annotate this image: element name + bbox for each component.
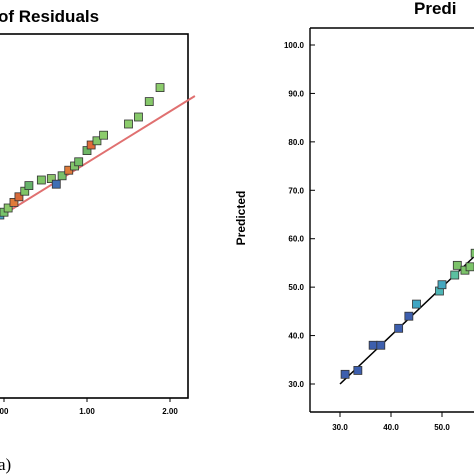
residuals-title: of Residuals [0,7,99,26]
residuals-x-axis: 00 1.00 2.00 [0,398,178,416]
predicted-y-tick-label: 100.0 [284,41,305,50]
residuals-panel: of Residuals 00 1.00 2.00 a) [0,7,196,474]
residual-point [134,112,143,122]
residual-point [155,83,165,92]
predicted-y-tick-label: 70.0 [288,186,304,195]
predicted-point [394,323,404,333]
residual-point [124,119,133,129]
predicted-point [412,299,421,309]
residuals-x-tick-label: 1.00 [79,407,95,416]
predicted-title: Predi [414,0,457,18]
residual-point [24,181,34,191]
residual-point [3,203,13,213]
predicted-point [450,270,460,280]
predicted-x-axis: 30.0 40.0 50.0 [332,412,450,432]
predicted-point [452,260,462,270]
predicted-point [376,340,386,350]
residual-point [36,175,46,185]
residual-point [14,192,24,202]
predicted-y-tick-label: 50.0 [288,283,304,292]
residual-point [92,136,102,146]
residual-point [57,171,67,181]
predicted-y-tick-label: 30.0 [288,380,304,389]
predicted-plot-area [339,248,474,385]
predicted-y-tick-label: 90.0 [288,89,304,98]
residuals-x-tick-label: 00 [0,407,9,416]
predicted-y-tick-label: 40.0 [288,332,304,341]
residual-point [46,174,56,184]
predicted-y-tick-label: 80.0 [288,138,304,147]
predicted-point [340,369,350,379]
predicted-x-tick-label: 40.0 [383,423,399,432]
residual-point [144,97,154,106]
predicted-point [470,248,474,258]
predicted-point [465,262,474,272]
predicted-point [437,280,447,290]
predicted-point [353,366,363,375]
predicted-x-tick-label: 50.0 [434,423,450,432]
predicted-y-axis: 100.0 90.0 80.0 70.0 60.0 50.0 40.0 30.0 [284,41,315,389]
predicted-panel: Predi Predicted 100.0 90.0 80.0 70.0 60.0 50.… [234,0,474,432]
residual-point [51,179,61,189]
predicted-point [368,340,378,350]
residual-point [99,130,108,140]
residuals-plot-area [0,83,196,220]
predicted-point [404,311,414,321]
residuals-plot-frame [0,33,189,399]
residual-point [9,197,19,207]
predicted-x-tick-label: 30.0 [332,423,348,432]
residuals-x-tick-label: 2.00 [162,407,178,416]
figure-caption: a) [0,455,11,474]
residuals-fit-line [0,95,196,218]
predicted-y-tick-label: 60.0 [288,235,304,244]
predicted-y-label: Predicted [234,191,248,246]
residual-point [74,157,84,167]
